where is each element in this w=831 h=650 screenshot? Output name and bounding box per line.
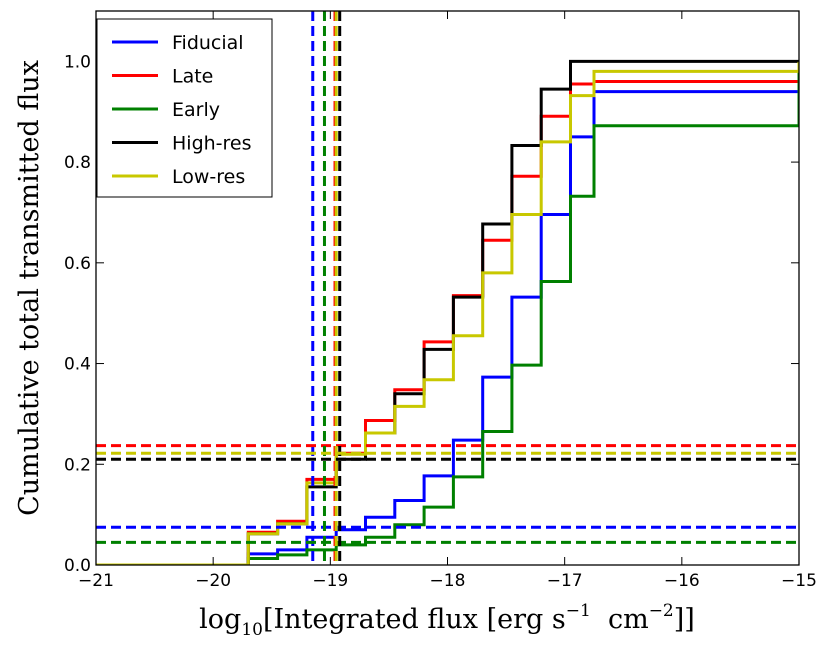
y-tick-label: 0.8 — [64, 153, 91, 173]
x-tick-label: −16 — [664, 571, 700, 591]
x-tick-label: −19 — [312, 571, 348, 591]
legend-label-low-res: Low-res — [172, 166, 245, 188]
x-tick-label: −17 — [547, 571, 583, 591]
series-early-step-line — [96, 61, 799, 565]
series-layer — [96, 59, 799, 565]
y-tick-label: 0.6 — [64, 254, 91, 274]
x-tick-label: −18 — [430, 571, 466, 591]
x-tick-label: −20 — [195, 571, 231, 591]
series-fiducial-step-line — [96, 61, 799, 565]
y-tick-label: 0.2 — [64, 455, 91, 475]
legend-label-early: Early — [172, 99, 220, 121]
threshold-line-layer — [96, 11, 799, 565]
legend-label-late: Late — [172, 66, 213, 88]
y-axis-title: Cumulative total transmitted flux — [14, 60, 45, 516]
y-tick-label: 1.0 — [64, 52, 91, 72]
legend: Fiducial Late Early High-res Low-res — [96, 18, 273, 198]
axis-ticks: −21 −20 −19 −18 −17 −16 −15 0.0 0.2 0.4 0.6 0.8 1.0 — [64, 11, 817, 591]
y-tick-label: 0.4 — [64, 355, 91, 375]
x-tick-label: −21 — [78, 571, 114, 591]
y-tick-label: 0.0 — [64, 556, 91, 576]
legend-label-fiducial: Fiducial — [172, 32, 244, 54]
series-low-res-step-line — [96, 61, 799, 565]
x-tick-label: −15 — [781, 571, 817, 591]
legend-label-high-res: High-res — [172, 133, 252, 155]
x-axis-title: log10[Integrated flux [erg s−1 cm−2]] — [199, 601, 695, 640]
